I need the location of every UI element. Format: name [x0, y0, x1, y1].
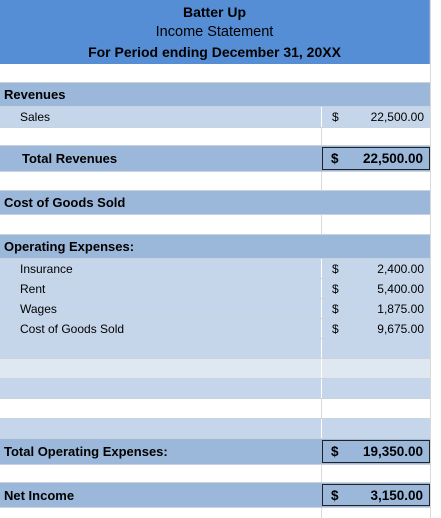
company-name: Batter Up [182, 4, 246, 20]
operating-expenses-heading: Operating Expenses: [4, 239, 135, 254]
empty-row[interactable] [0, 339, 430, 359]
total-revenues-row[interactable]: Total Revenues $ 22,500.00 [0, 146, 430, 172]
revenues-heading-row[interactable]: Revenues [0, 83, 430, 107]
empty-row[interactable] [0, 379, 430, 399]
statement-period: For Period ending December 31, 20XX [88, 44, 341, 60]
expense-label: Rent [20, 281, 46, 296]
column-gridline [430, 0, 441, 518]
expense-row[interactable]: Rent $ 5,400.00 [0, 279, 430, 299]
blank-row[interactable] [0, 215, 430, 235]
expense-label: Wages [20, 301, 57, 316]
expense-currency: $ [332, 261, 339, 276]
blank-row[interactable] [0, 465, 430, 483]
expense-amount: 9,675.00 [377, 321, 424, 336]
blank-row[interactable] [0, 172, 430, 191]
expense-currency: $ [332, 281, 339, 296]
empty-row[interactable] [0, 359, 430, 379]
sales-amount: 22,500.00 [370, 110, 424, 124]
net-income-label: Net Income [4, 487, 75, 503]
revenues-heading: Revenues [4, 87, 66, 102]
expense-amount: 5,400.00 [377, 281, 424, 296]
net-income-row[interactable]: Net Income $ 3,150.00 [0, 483, 430, 508]
statement-title: Income Statement [155, 24, 274, 40]
total-revenues-cell[interactable]: $ 22,500.00 [322, 147, 430, 170]
operating-expenses-heading-row[interactable]: Operating Expenses: [0, 235, 430, 259]
net-income-amount: 3,150.00 [370, 487, 423, 503]
total-revenues-label: Total Revenues [22, 151, 118, 166]
expense-value-cell[interactable]: $ 2,400.00 [322, 259, 430, 278]
blank-row[interactable] [0, 128, 430, 146]
expense-row[interactable]: Wages $ 1,875.00 [0, 299, 430, 319]
blank-row[interactable] [0, 64, 430, 83]
total-revenues-amount: 22,500.00 [362, 151, 423, 166]
total-operating-expenses-label: Total Operating Expenses: [4, 444, 168, 459]
expense-currency: $ [332, 301, 339, 316]
sales-row[interactable]: Sales $ 22,500.00 [0, 107, 430, 128]
expense-currency: $ [332, 321, 339, 336]
blank-row[interactable] [0, 508, 430, 518]
sales-value-cell[interactable]: $ 22,500.00 [322, 107, 430, 127]
cogs-heading-row[interactable]: Cost of Goods Sold [0, 191, 430, 215]
total-operating-expenses-row[interactable]: Total Operating Expenses: $ 19,350.00 [0, 439, 430, 465]
expense-amount: 1,875.00 [377, 301, 424, 316]
total-operating-expenses-cell[interactable]: $ 19,350.00 [322, 440, 430, 463]
cogs-heading: Cost of Goods Sold [4, 195, 126, 210]
total-operating-expenses-currency: $ [331, 444, 339, 459]
expense-label: Cost of Goods Sold [20, 321, 125, 336]
expense-value-cell[interactable]: $ 1,875.00 [322, 299, 430, 318]
expense-value-cell[interactable]: $ 5,400.00 [322, 279, 430, 298]
net-income-currency: $ [331, 487, 339, 503]
expense-row[interactable]: Insurance $ 2,400.00 [0, 259, 430, 279]
expense-label: Insurance [20, 261, 73, 276]
expense-value-cell[interactable]: $ 9,675.00 [322, 319, 430, 338]
empty-row[interactable] [0, 399, 430, 419]
expense-amount: 2,400.00 [377, 261, 424, 276]
empty-row[interactable] [0, 419, 430, 439]
total-operating-expenses-amount: 19,350.00 [362, 444, 423, 459]
total-revenues-currency: $ [331, 151, 339, 166]
sales-label: Sales [20, 110, 51, 124]
net-income-cell[interactable]: $ 3,150.00 [322, 484, 430, 506]
expense-row[interactable]: Cost of Goods Sold $ 9,675.00 [0, 319, 430, 339]
sales-currency: $ [332, 110, 339, 124]
statement-header[interactable]: Batter Up Income Statement For Period en… [0, 0, 430, 64]
